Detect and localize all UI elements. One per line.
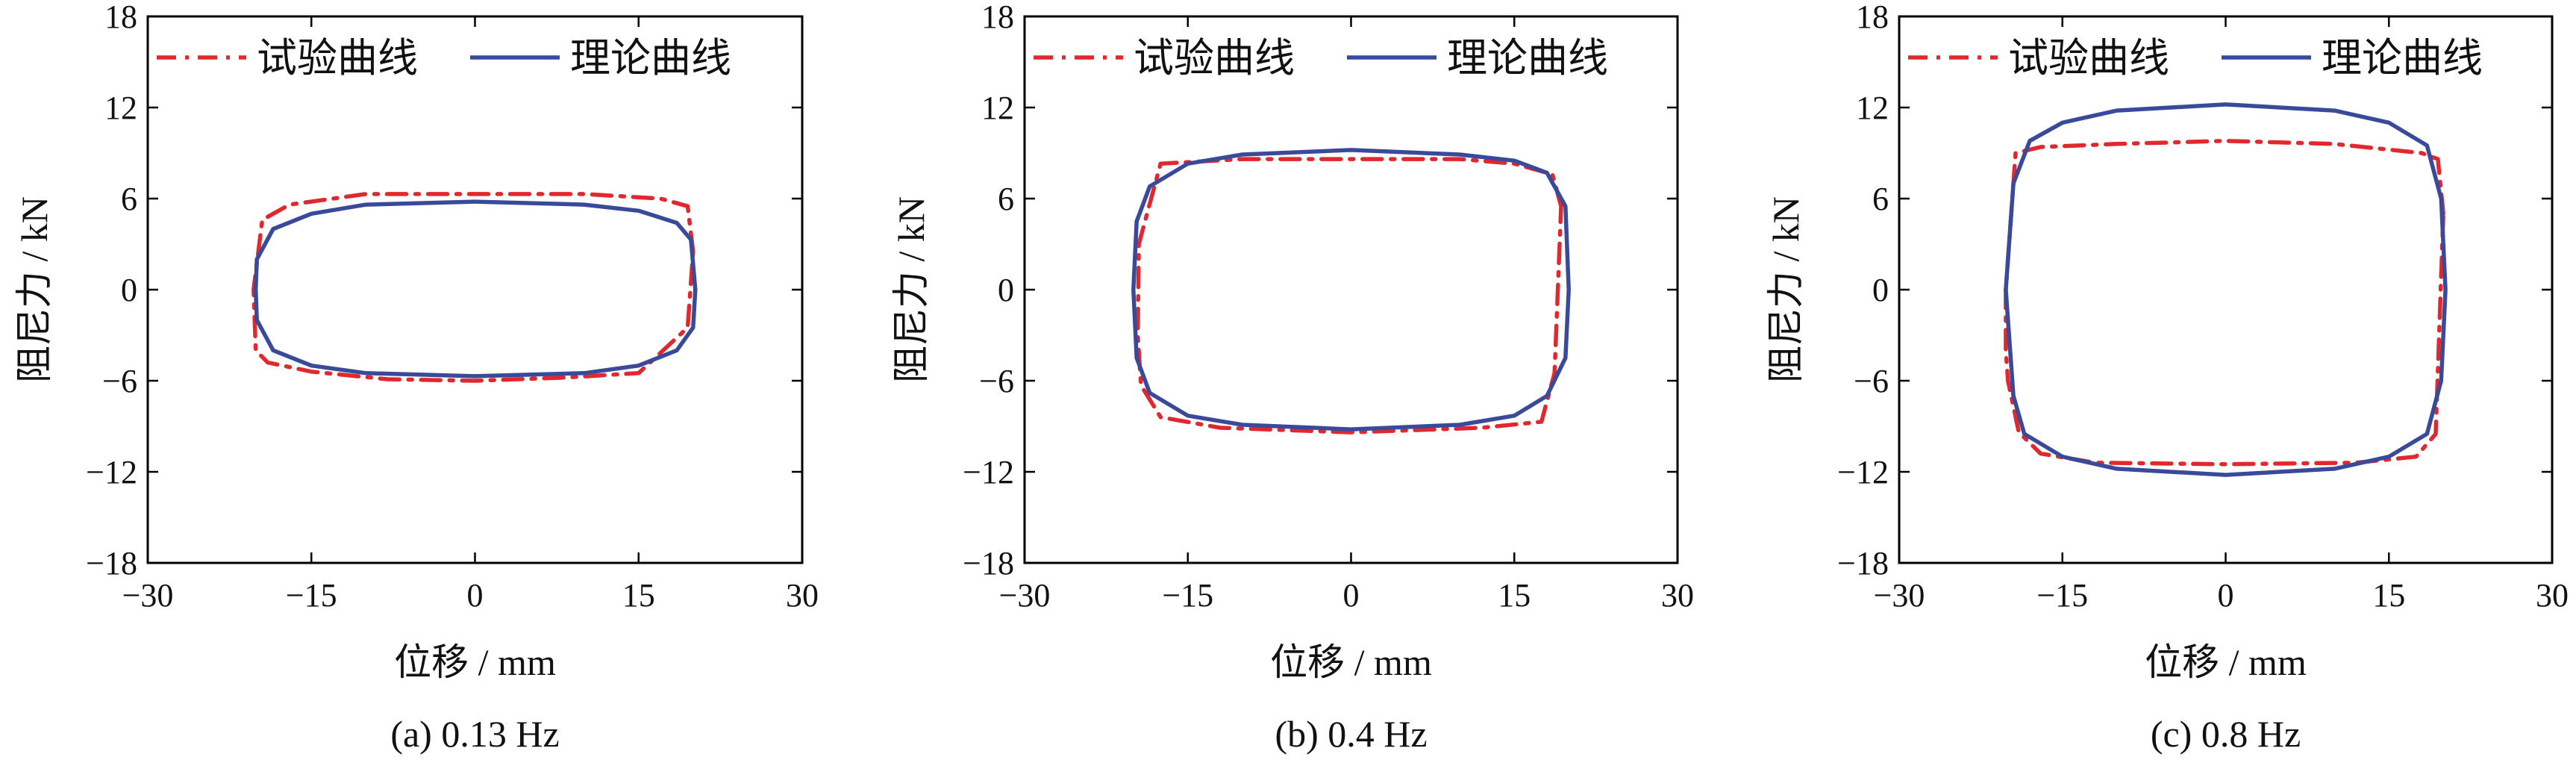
experimental-curve: [251, 192, 695, 383]
y-tick-label: −6: [979, 363, 1014, 399]
x-tick-label: 0: [2218, 577, 2234, 614]
plot-frame: [1023, 15, 1679, 564]
y-tick-label: 12: [104, 90, 137, 126]
x-tick-label: −30: [999, 577, 1051, 614]
legend-label-theoretical: 理论曲线: [1447, 36, 1608, 81]
y-tick-label: 0: [121, 272, 137, 308]
y-tick-label: 18: [981, 0, 1014, 35]
y-axis-title: 阻尼力 / kN: [1765, 196, 1807, 383]
x-tick-label: −30: [122, 577, 174, 614]
theoretical-curve: [1131, 148, 1571, 432]
legend-label-experimental: 试验曲线: [257, 36, 418, 81]
panel-caption: (a) 0.13 Hz: [390, 713, 559, 755]
plot-frame: [1898, 15, 2554, 564]
y-tick-label: 0: [1872, 272, 1889, 308]
legend-label-theoretical: 理论曲线: [2322, 36, 2483, 81]
x-axis-title: 位移 / mm: [1270, 641, 1432, 683]
y-tick-label: 6: [998, 181, 1014, 217]
legend-label-theoretical: 理论曲线: [570, 36, 731, 81]
x-tick-label: 0: [1343, 577, 1360, 614]
y-tick-label: −18: [1837, 545, 1889, 582]
x-tick-label: 15: [1498, 577, 1531, 614]
x-tick-label: −30: [1874, 577, 1925, 614]
x-tick-label: 15: [2372, 577, 2405, 614]
y-tick-label: 0: [998, 272, 1014, 308]
theoretical-curve: [2004, 102, 2448, 477]
plot-frame: [146, 15, 804, 564]
y-tick-label: −12: [963, 454, 1014, 490]
y-axis-title: 阻尼力 / kN: [890, 196, 932, 383]
y-tick-label: −12: [1837, 454, 1889, 490]
x-tick-label: 0: [467, 577, 484, 614]
x-tick-label: −15: [2036, 577, 2088, 614]
y-tick-label: 6: [121, 181, 137, 217]
y-tick-label: −12: [86, 454, 137, 490]
y-tick-label: 18: [1856, 0, 1889, 35]
panel-caption: (c) 0.8 Hz: [2151, 713, 2301, 755]
x-axis-title: 位移 / mm: [394, 641, 556, 683]
y-tick-label: −6: [102, 363, 137, 399]
y-tick-label: 6: [1872, 181, 1889, 217]
legend-label-experimental: 试验曲线: [1134, 36, 1295, 81]
y-tick-label: −18: [963, 545, 1014, 582]
experimental-curve: [1135, 157, 1563, 434]
x-tick-label: −15: [286, 577, 337, 614]
x-tick-label: −15: [1162, 577, 1213, 614]
theoretical-curve: [253, 199, 698, 379]
legend-label-experimental: 试验曲线: [2008, 36, 2169, 81]
y-tick-label: −18: [86, 545, 137, 582]
x-axis-title: 位移 / mm: [2145, 641, 2307, 683]
x-tick-label: 15: [622, 577, 655, 614]
y-tick-label: 18: [104, 0, 137, 35]
x-tick-label: 30: [2536, 577, 2569, 614]
x-tick-label: 30: [1661, 577, 1694, 614]
experimental-curve: [2004, 138, 2445, 467]
y-tick-label: −6: [1854, 363, 1889, 399]
x-tick-label: 30: [786, 577, 819, 614]
panel-caption: (b) 0.4 Hz: [1275, 713, 1427, 755]
y-axis-title: 阻尼力 / kN: [13, 196, 55, 383]
y-tick-label: 12: [981, 90, 1014, 126]
y-tick-label: 12: [1856, 90, 1889, 126]
